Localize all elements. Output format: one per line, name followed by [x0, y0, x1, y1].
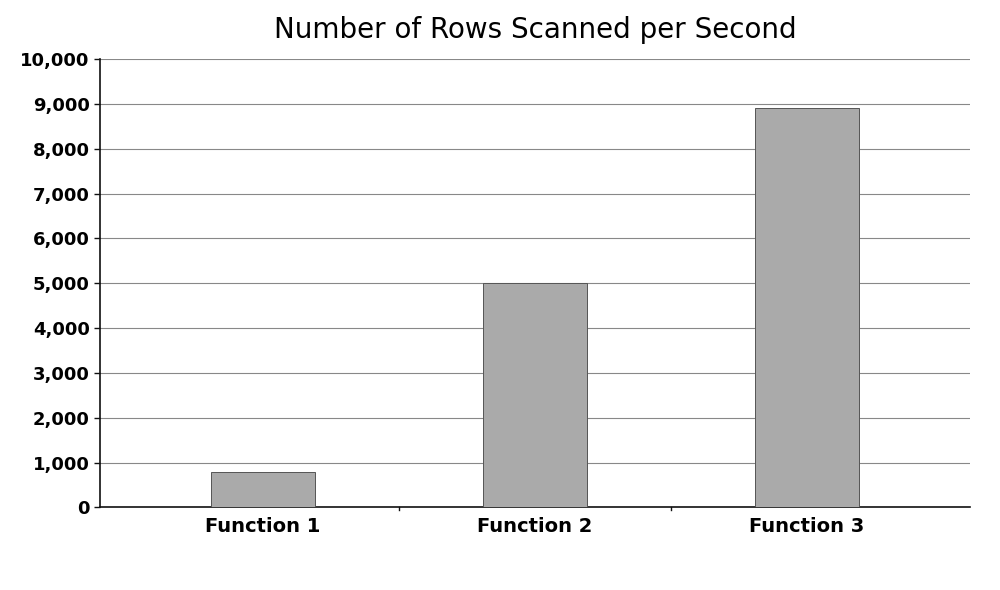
Bar	[211, 471, 315, 507]
Bar	[483, 283, 587, 507]
Bar	[755, 109, 859, 507]
Title: Number of Rows Scanned per Second: Number of Rows Scanned per Second	[274, 16, 796, 44]
